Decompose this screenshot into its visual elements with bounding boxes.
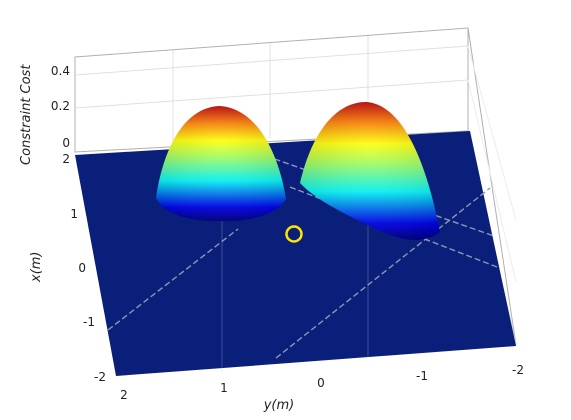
y-tick: -2: [512, 363, 524, 377]
obstacle-bump-left: [156, 106, 286, 222]
y-tick: -1: [416, 369, 428, 383]
x-tick: -2: [94, 370, 106, 384]
z-axis: 0.4 0.2 0 Constraint Cost: [19, 64, 70, 165]
y-axis: 2 1 0 -1 -2 y(m): [120, 363, 524, 413]
obstacle-bump-right: [300, 102, 440, 240]
y-tick: 0: [317, 376, 325, 390]
x-tick: 1: [70, 207, 78, 221]
z-axis-title: Constraint Cost: [19, 64, 34, 165]
x-axis-title: x(m): [29, 251, 44, 283]
x-tick: 0: [78, 261, 86, 275]
y-axis-title: y(m): [263, 398, 295, 413]
y-tick: 2: [120, 388, 128, 402]
x-axis: 2 1 0 -1 -2 x(m): [29, 152, 106, 384]
y-tick: 1: [220, 381, 228, 395]
position-marker: [285, 225, 303, 243]
x-tick: 2: [62, 152, 70, 166]
z-tick: 0.2: [51, 99, 70, 113]
x-tick: -1: [83, 315, 95, 329]
floor-plane: [75, 131, 516, 376]
z-tick: 0: [62, 136, 70, 150]
z-tick: 0.4: [51, 64, 70, 78]
